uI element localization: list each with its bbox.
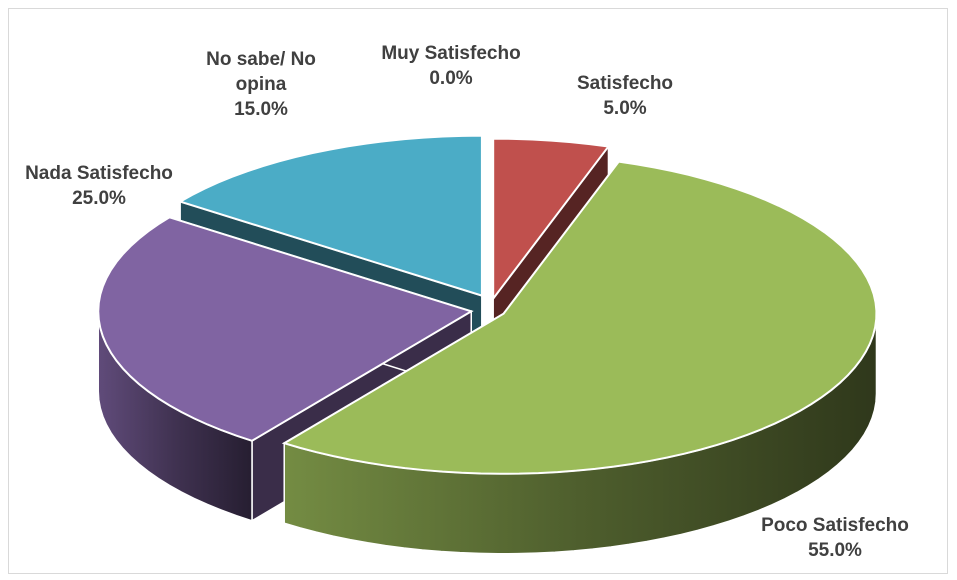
slices-layer [97,134,878,555]
data-label-satisfecho: Satisfecho 5.0% [577,73,673,119]
slice-poco-satisfecho[interactable] [281,159,878,555]
pie-chart: Muy Satisfecho 0.0% Satisfecho 5.0% Poco Sat… [25,43,909,561]
data-label-nada-satisfecho: Nada Satisfecho 25.0% [25,163,173,209]
labels-layer: Muy Satisfecho 0.0% Satisfecho 5.0% Poco Sat… [25,43,909,561]
data-label-muy-satisfecho: Muy Satisfecho 0.0% [381,43,520,89]
slice-top [97,216,474,442]
slice-top [492,137,611,302]
slice-top [281,160,878,475]
slice-top [177,134,483,297]
data-label-poco-satisfecho: Poco Satisfecho 55.0% [761,515,909,561]
chart-area: Muy Satisfecho 0.0% Satisfecho 5.0% Poco Sat… [8,8,948,574]
data-label-no-sabe-no-opina: No sabe/ No opina 15.0% [206,49,316,120]
